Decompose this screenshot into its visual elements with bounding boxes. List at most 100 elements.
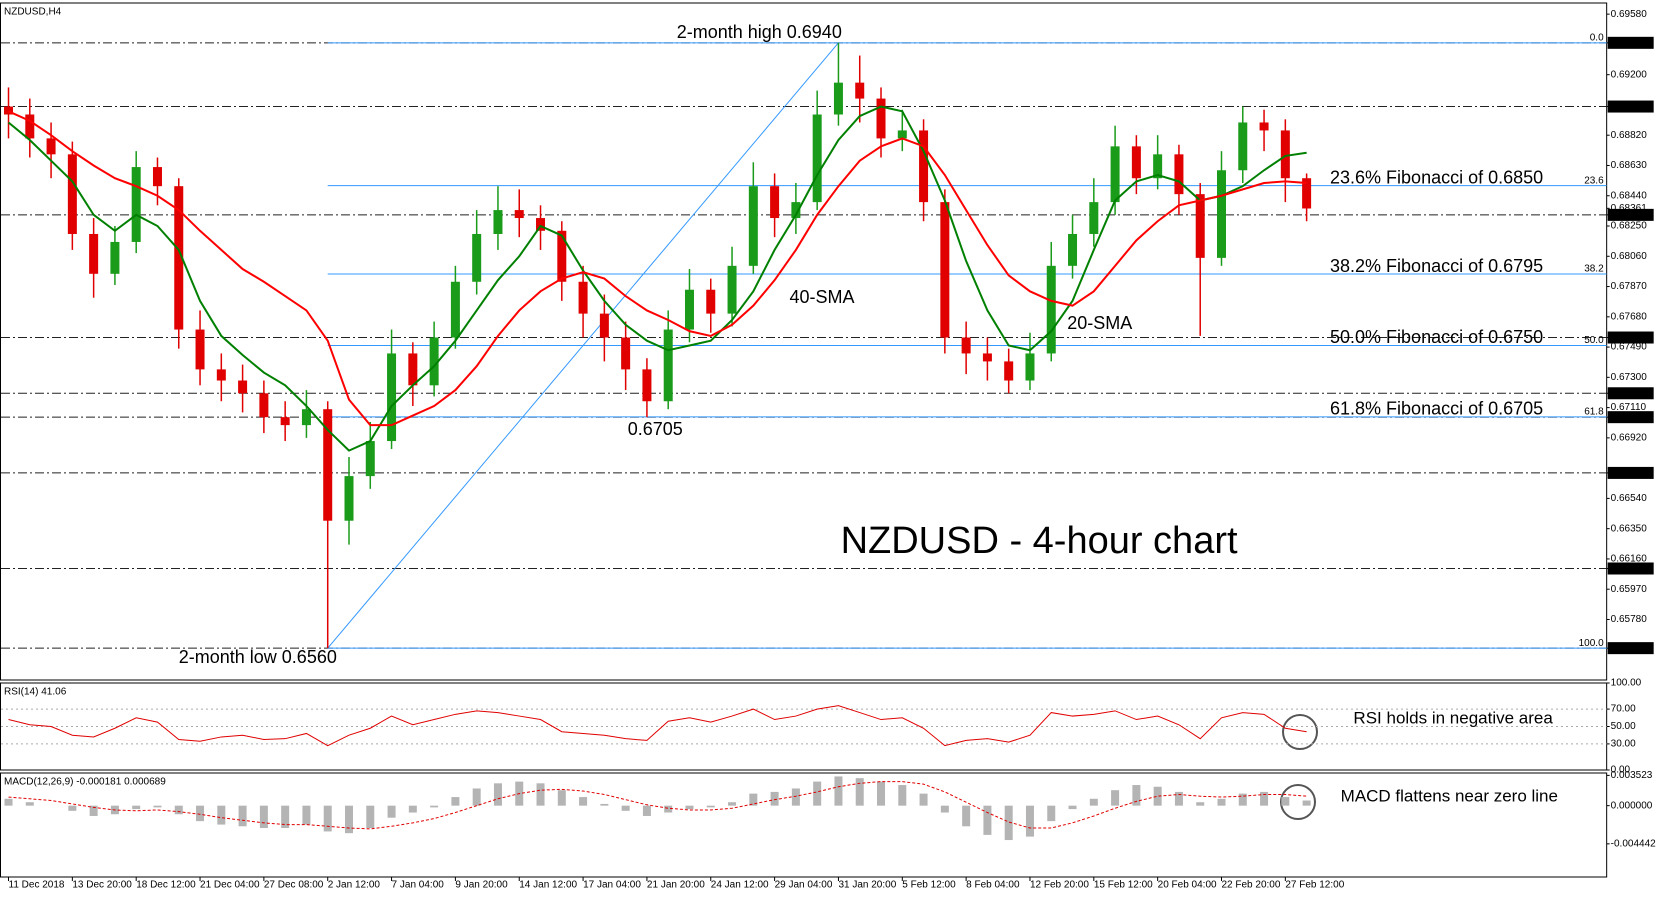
candle-body (1174, 154, 1184, 195)
candle-body (387, 353, 397, 442)
macd-bar (940, 805, 949, 813)
candle-body (621, 337, 631, 370)
tick-highlight (1607, 208, 1654, 221)
tick-highlight (1607, 331, 1654, 344)
macd-bar (1302, 800, 1311, 806)
macd-bar (770, 791, 779, 806)
candle-body (195, 329, 205, 370)
macd-bar (983, 805, 992, 835)
candle-body (110, 241, 120, 274)
fib-annotation: 38.2% Fibonacci of 0.6795 (1330, 256, 1543, 276)
y-tick-label: 0.66160 (1611, 554, 1648, 565)
y-tick-label: 0.68820 (1611, 130, 1648, 141)
candle-body (408, 353, 418, 386)
candle-body (642, 369, 652, 402)
macd-bar (472, 788, 481, 806)
candle-body (216, 369, 226, 381)
annotation: 2-month low 0.6560 (179, 647, 337, 667)
x-tick-label: 9 Jan 20:00 (455, 880, 508, 891)
x-tick-label: 2 Jan 12:00 (328, 880, 381, 891)
candle-body (344, 476, 354, 521)
fib-level-label: 100.0 (1579, 638, 1604, 649)
candle-body (791, 202, 801, 219)
macd-bar (749, 793, 758, 806)
macd-bar (579, 797, 588, 806)
candle-body (1259, 122, 1269, 131)
candle-body (4, 106, 14, 115)
macd-bar (408, 805, 417, 813)
macd-bar (1260, 791, 1269, 806)
x-tick-label: 18 Dec 12:00 (136, 880, 196, 891)
y-tick-label: 0.67550 (1611, 332, 1648, 343)
candle-body (365, 441, 375, 477)
y-tick-label: 0.65600 (1611, 643, 1648, 654)
macd-bar (706, 805, 715, 808)
macd-bar (323, 805, 332, 832)
candle-body (131, 167, 141, 242)
macd-bar (366, 805, 375, 829)
rsi-line (8, 705, 1307, 747)
macd-bar (344, 805, 353, 834)
x-tick-label: 27 Dec 08:00 (264, 880, 324, 891)
x-tick-label: 24 Jan 12:00 (711, 880, 769, 891)
fib-annotation: 50.0% Fibonacci of 0.6750 (1330, 327, 1543, 347)
candle-body (536, 218, 546, 231)
macd-bar (451, 797, 460, 806)
sma-label: 40-SMA (790, 287, 855, 307)
candle-body (450, 281, 460, 338)
y-tick-label: 0.69580 (1611, 9, 1648, 20)
y-tick-label: 0.68320 (1611, 210, 1648, 221)
candle-body (1216, 170, 1226, 258)
y-tick-label: 0.000000 (1611, 800, 1653, 811)
candle-body (599, 313, 609, 338)
macd-bar (4, 798, 13, 806)
macd-bar (919, 793, 928, 806)
y-tick-label: 0.67490 (1611, 342, 1648, 353)
macd-bar (196, 805, 205, 822)
macd-bar (1196, 802, 1205, 806)
y-tick-label: 0.67680 (1611, 311, 1648, 322)
panel-title: MACD(12,26,9) -0.000181 0.000689 (4, 777, 166, 788)
macd-bar (600, 803, 609, 806)
macd-bar (259, 805, 268, 829)
macd-bar (898, 785, 907, 806)
candle-body (174, 186, 184, 330)
panel-title: NZDUSD,H4 (4, 7, 62, 18)
y-tick-label: 100.00 (1611, 678, 1642, 689)
macd-bar (1217, 798, 1226, 806)
annotation: 2-month high 0.6940 (677, 22, 842, 42)
macd-bar (1089, 798, 1098, 806)
annotation: NZDUSD - 4-hour chart (841, 520, 1238, 562)
y-tick-label: 0.68250 (1611, 221, 1648, 232)
annotation: RSI holds in negative area (1353, 708, 1553, 727)
candle-body (280, 417, 290, 426)
fib-annotation: 61.8% Fibonacci of 0.6705 (1330, 399, 1543, 419)
y-tick-label: 0.69000 (1611, 101, 1648, 112)
candle-body (323, 409, 333, 521)
macd-bar (132, 805, 141, 810)
candle-body (301, 409, 311, 426)
candle-body (514, 210, 524, 219)
candle-body (429, 337, 439, 386)
candle-body (1068, 233, 1078, 266)
sma-line (7, 105, 1307, 452)
highlight-circle (1282, 714, 1318, 750)
sma-line (8, 110, 1307, 427)
macd-bar (1068, 805, 1077, 810)
y-tick-label: 0.67050 (1611, 412, 1648, 423)
x-tick-label: 29 Jan 04:00 (775, 880, 833, 891)
y-tick-label: 0.69400 (1611, 37, 1648, 48)
candle-body (1131, 146, 1141, 179)
tick-highlight (1607, 562, 1654, 575)
macd-bar (25, 802, 34, 806)
candle-body (472, 233, 482, 282)
macd-bar (153, 805, 162, 808)
annotation: MACD flattens near zero line (1341, 786, 1558, 805)
macd-bar (89, 805, 98, 816)
macd-bar (962, 805, 971, 827)
macd-bar (1111, 790, 1120, 806)
x-tick-label: 14 Jan 12:00 (519, 880, 577, 891)
macd-bar (68, 805, 77, 811)
macd-bar (536, 783, 545, 806)
candle-body (1089, 202, 1099, 234)
